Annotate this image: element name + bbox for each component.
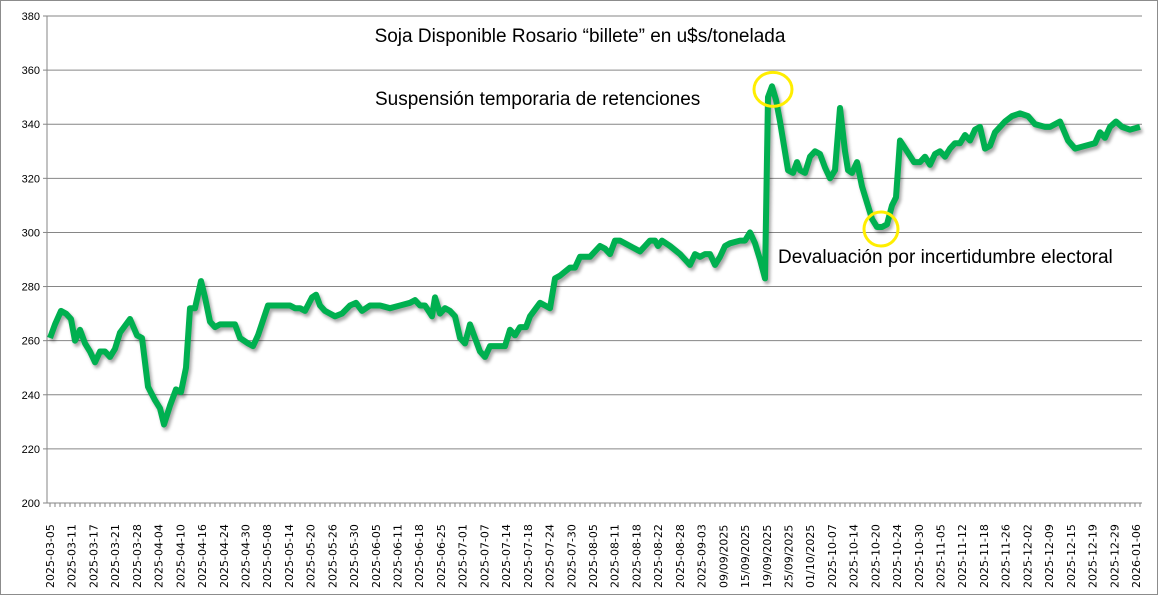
x-tick-label: 15/09/2025 [739,525,752,588]
annotation-marker-devaluation [862,210,900,248]
y-tick-label: 340 [22,119,40,131]
x-tick-label: 2025-10-20 [869,524,882,588]
series-line [47,83,1141,428]
x-tick-label: 2025-12-15 [1065,524,1078,588]
x-tick-label: 2025-04-10 [174,524,187,588]
y-tick-label: 200 [22,498,40,510]
x-tick-label: 2025-07-14 [500,524,513,588]
x-tick-label: 2025-07-30 [565,524,578,588]
x-tick-label: 2025-06-25 [435,524,448,588]
x-tick-label: 2025-09-03 [696,524,709,588]
x-tick-label: 19/09/2025 [761,525,774,588]
x-tick-label: 2025-10-24 [891,524,904,588]
y-tick-label: 320 [22,173,40,185]
x-tick-label: 2025-03-05 [44,524,57,588]
annotation-suspension: Suspensión temporaria de retenciones [375,89,700,110]
x-tick-label: 25/09/2025 [782,525,795,588]
x-tick-label: 2025-03-11 [66,524,79,588]
x-tick-label: 2025-04-24 [218,524,231,588]
x-tick-label: 2025-04-16 [196,524,209,588]
x-tick-label: 2025-03-28 [131,524,144,588]
x-tick-label: 2025-12-02 [1021,524,1034,588]
x-tick-label: 2025-12-29 [1108,524,1121,588]
chart-title: Soja Disponible Rosario “billete” en u$s… [375,26,786,47]
x-tick-label: 2025-07-18 [522,524,535,588]
x-tick-label: 2025-05-14 [283,524,296,588]
x-tick-label: 2025-08-05 [587,524,600,588]
x-tick-label: 2025-07-07 [478,524,491,588]
x-tick-label: 09/09/2025 [717,525,730,588]
x-tick-label: 2026-01-06 [1130,524,1143,588]
x-tick-label: 2025-04-04 [153,524,166,588]
x-tick-label: 2025-10-30 [913,524,926,588]
x-tick-label: 2025-05-08 [261,524,274,588]
y-tick-label: 280 [22,282,40,294]
x-tick-label: 2025-08-28 [674,524,687,588]
x-tick-label: 2025-08-18 [630,524,643,588]
y-tick-label: 260 [22,336,40,348]
x-tick-label: 2025-06-11 [392,524,405,588]
x-tick-label: 2025-10-07 [826,524,839,588]
x-tick-label: 2025-04-30 [239,524,252,588]
x-tick-label: 2025-08-11 [609,524,622,588]
x-axis-ticks: 2025-03-05 2025-03-11 2025-03-17 2025-03-21… [44,503,1143,588]
x-tick-label: 2025-05-20 [305,524,318,588]
x-tick-label: 2025-05-30 [348,524,361,588]
x-tick-label: 2025-03-17 [87,524,100,588]
x-tick-label: 2025-10-14 [848,524,861,588]
x-tick-label: 2025-08-22 [652,524,665,588]
x-tick-label: 2025-11-12 [956,524,969,588]
y-tick-label: 360 [22,65,40,77]
annotation-marker-suspension [752,70,794,108]
x-tick-label: 2025-11-18 [978,524,991,588]
x-tick-label: 01/10/2025 [804,525,817,588]
y-tick-label: 240 [22,390,40,402]
y-tick-label: 220 [22,444,40,456]
gridlines [47,15,1142,450]
x-tick-label: 2025-12-19 [1087,524,1100,588]
y-axis-ticks: 200 220 240 260 280 300 320 340 360 380 [22,11,47,510]
x-tick-label: 2025-06-05 [370,524,383,588]
x-tick-label: 2025-11-26 [1000,524,1013,588]
x-tick-label: 2025-07-01 [457,524,470,588]
x-tick-label: 2025-05-26 [326,524,339,588]
y-tick-label: 300 [22,227,40,239]
x-tick-label: 2025-11-05 [935,524,948,588]
annotation-devaluation: Devaluación por incertidumbre electoral [778,247,1113,268]
y-tick-label: 380 [22,11,40,23]
x-tick-label: 2025-03-21 [109,524,122,588]
x-tick-label: 2025-12-09 [1043,524,1056,588]
x-tick-label: 2025-07-24 [544,524,557,588]
x-tick-label: 2025-06-18 [413,524,426,588]
